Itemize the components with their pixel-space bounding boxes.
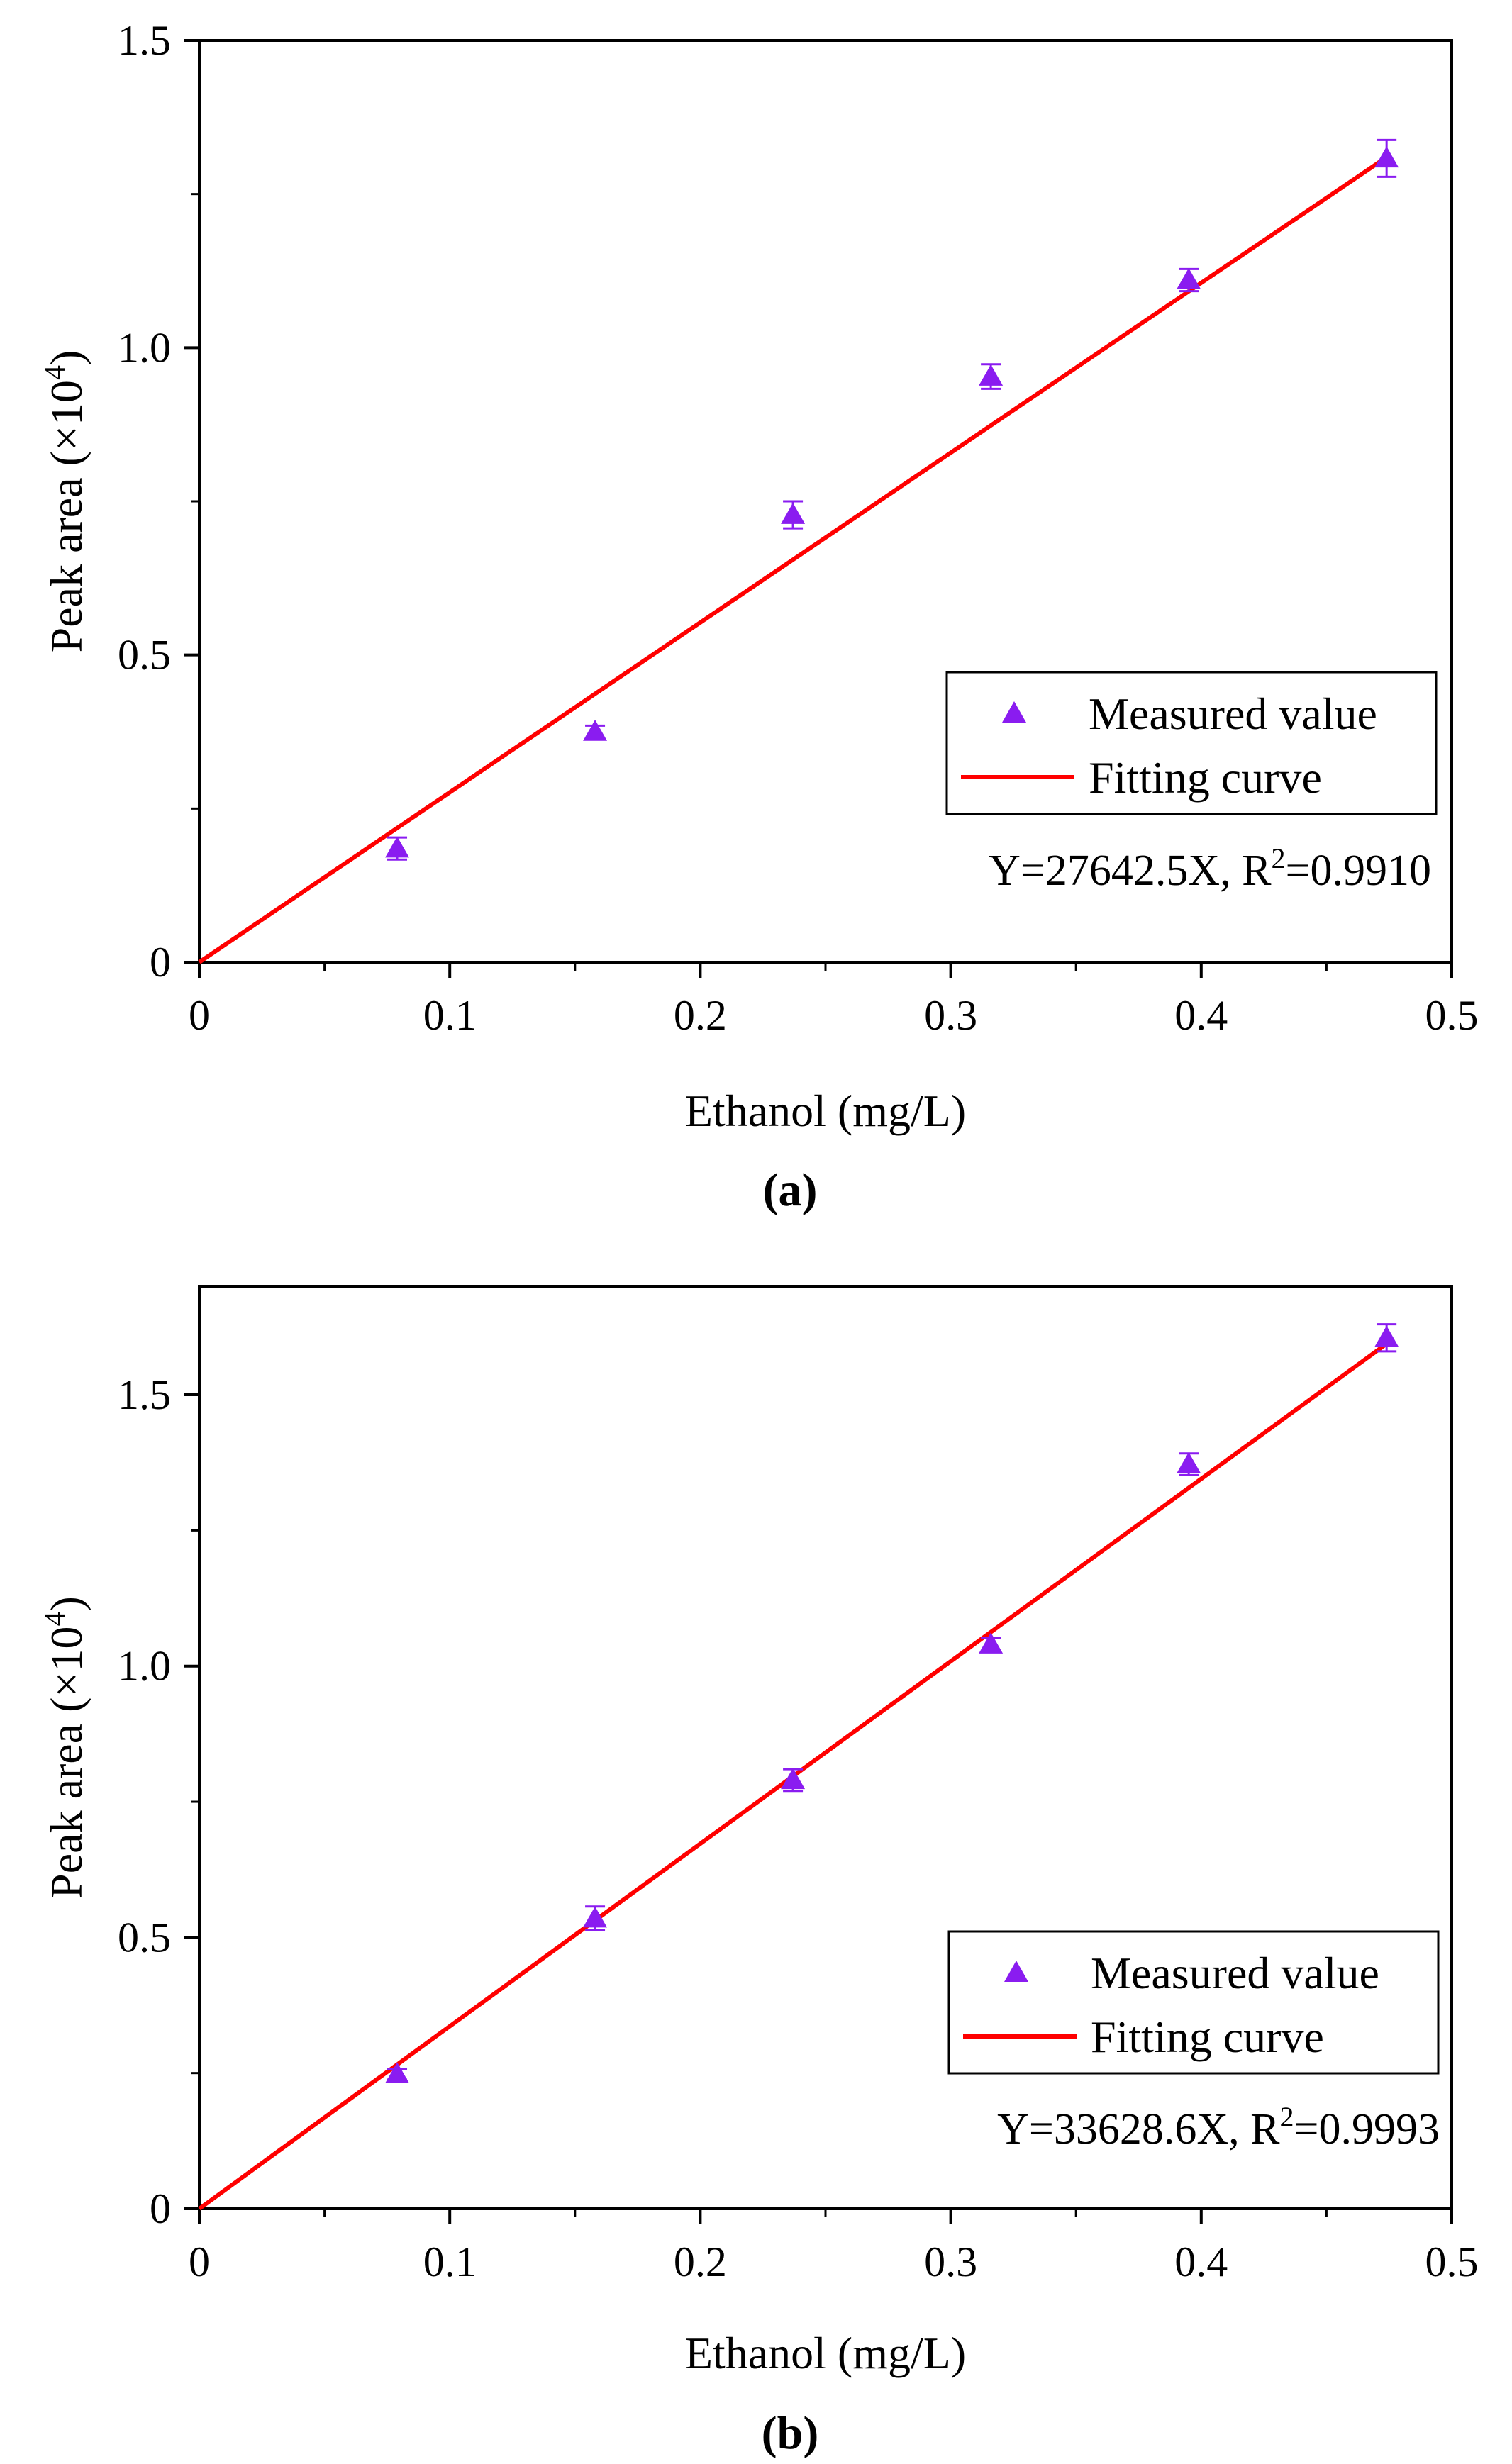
legend-label-measured: Measured value (1089, 689, 1377, 739)
x-axis-label: Ethanol (mg/L) (685, 1086, 966, 1136)
measured-point-marker (583, 1906, 608, 1928)
y-axis-label-main: Peak area (×10 (41, 1626, 91, 1898)
plot-frame (198, 39, 1453, 964)
regression-equation: Y=27642.5X, R2=0.9910 (989, 842, 1431, 895)
legend-label-fitting: Fitting curve (1089, 752, 1322, 803)
chart-panel-a: 0 0.1 0.2 0.3 0.4 0.5 0 0.5 1.0 1.5 Ethanol (mg/L)… (39, 17, 1479, 1216)
legend-label-measured: Measured value (1091, 1948, 1379, 1998)
y-tick-label: 0.5 (118, 632, 171, 679)
x-tick-label: 0.1 (423, 992, 477, 1039)
fitting-curve-line (198, 155, 1388, 964)
measured-point-marker (979, 1632, 1004, 1654)
y-axis-label-exponent: 4 (39, 1611, 72, 1626)
panel-label: (a) (763, 1164, 818, 1216)
x-tick-label: 0.3 (924, 2239, 977, 2285)
measured-point-marker (385, 2062, 410, 2083)
y-axis-label-exponent: 4 (39, 365, 72, 380)
y-axis-label-main: Peak area (×10 (41, 380, 91, 652)
y-tick-label: 0 (150, 2185, 171, 2232)
legend-box (945, 671, 1438, 815)
x-tick-label: 0.2 (674, 2239, 727, 2285)
x-axis-label: Ethanol (mg/L) (685, 2328, 966, 2378)
y-tick-label: 1.0 (118, 324, 171, 371)
legend-box (947, 1930, 1440, 2075)
x-tick-label: 0.1 (423, 2239, 477, 2285)
equation-tail: =0.9993 (1294, 2105, 1440, 2153)
equation-exponent: 2 (1280, 2101, 1294, 2133)
measured-point-marker (1177, 268, 1201, 289)
y-axis-label: Peak area (×104) (39, 1596, 91, 1899)
y-axis-label: Peak area (×104) (39, 350, 91, 653)
measured-point-marker (979, 364, 1004, 386)
measured-point-marker (1374, 1325, 1399, 1347)
x-tick-label: 0 (189, 2239, 210, 2285)
x-tick-label: 0.5 (1425, 992, 1479, 1039)
y-axis-label-close: ) (41, 350, 91, 365)
y-tick-label: 1.5 (118, 17, 171, 64)
chart-panel-b: 0 0.1 0.2 0.3 0.4 0.5 0 0.5 1.0 1.5 Ethanol (mg/L)… (39, 1285, 1479, 2459)
legend-label-fitting: Fitting curve (1091, 2012, 1324, 2062)
legend: Measured value Fitting curve (945, 671, 1438, 815)
y-tick-label: 0.5 (118, 1914, 171, 1961)
legend: Measured value Fitting curve (947, 1930, 1440, 2075)
measured-point-marker (1374, 146, 1399, 168)
y-tick-label: 1.5 (118, 1371, 171, 1418)
regression-equation: Y=33628.6X, R2=0.9993 (997, 2101, 1440, 2153)
measured-point-marker (385, 836, 410, 858)
equation-tail: =0.9910 (1286, 847, 1431, 895)
y-axis-label-close: ) (41, 1596, 91, 1611)
x-tick-label: 0.5 (1425, 2239, 1479, 2285)
legend-marker-icon (1002, 701, 1026, 723)
measured-point-marker (781, 1768, 806, 1790)
x-tick-label: 0.3 (924, 992, 977, 1039)
x-tick-label: 0.4 (1174, 992, 1228, 1039)
equation-main: Y=27642.5X, R (989, 847, 1272, 895)
x-tick-label: 0.4 (1174, 2239, 1228, 2285)
x-tick-label: 0.2 (674, 992, 727, 1039)
y-tick-label: 1.0 (118, 1643, 171, 1690)
panel-label: (b) (762, 2407, 819, 2459)
y-tick-label: 0 (150, 939, 171, 986)
measured-point-marker (583, 720, 608, 741)
x-tick-label: 0 (189, 992, 210, 1039)
equation-exponent: 2 (1272, 842, 1286, 874)
legend-marker-icon (1004, 1961, 1028, 1982)
equation-main: Y=33628.6X, R (997, 2105, 1280, 2153)
measured-point-marker (781, 503, 806, 524)
measured-point-marker (1177, 1452, 1201, 1473)
